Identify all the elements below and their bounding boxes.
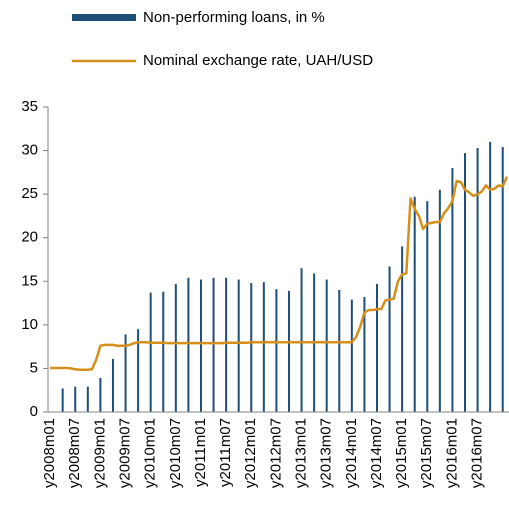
x-tick-label: y2009m07 — [117, 418, 134, 488]
y-tick-label: 0 — [30, 403, 38, 420]
bar — [275, 289, 278, 412]
bar — [451, 168, 454, 412]
bar — [99, 378, 102, 412]
x-tick-label: y2013m07 — [318, 418, 335, 488]
bar — [300, 268, 303, 412]
bar — [463, 153, 466, 412]
bar — [74, 386, 77, 412]
bar — [476, 147, 479, 412]
bar — [363, 296, 366, 412]
x-tick-label: y2008m07 — [66, 418, 83, 488]
x-tick-label: y2008m01 — [41, 418, 58, 488]
bar — [111, 358, 114, 412]
bar — [149, 292, 152, 412]
bar — [438, 189, 441, 412]
bar — [501, 147, 504, 413]
y-tick-label: 35 — [21, 98, 38, 115]
bar — [225, 277, 228, 412]
x-tick-label: y2011m07 — [217, 418, 234, 487]
x-tick-label: y2012m01 — [242, 418, 259, 488]
x-tick-label: y2013m01 — [293, 418, 310, 488]
legend-swatch — [72, 14, 136, 21]
bar — [237, 279, 240, 412]
x-tick-label: y2011m01 — [192, 418, 209, 487]
bar — [124, 334, 127, 412]
legend-label: Non-performing loans, in % — [143, 9, 325, 26]
bar — [388, 266, 391, 412]
y-tick-label: 25 — [21, 185, 38, 202]
x-tick-label: y2010m07 — [167, 418, 184, 488]
bar — [61, 388, 64, 412]
y-tick-label: 5 — [30, 359, 38, 376]
bar — [426, 201, 429, 412]
x-tick-label: y2015m07 — [418, 418, 435, 488]
x-tick-label: y2009m01 — [91, 418, 108, 488]
x-tick-label: y2010m01 — [142, 418, 159, 488]
bar — [489, 141, 492, 412]
bar — [262, 282, 265, 412]
bar — [212, 277, 215, 412]
bar — [174, 283, 177, 412]
bar — [250, 283, 253, 412]
x-tick-label: y2015m01 — [393, 418, 410, 488]
x-tick-label: y2016m07 — [469, 418, 486, 488]
bar — [199, 279, 202, 412]
legend-label: Nominal exchange rate, UAH/USD — [143, 52, 373, 69]
x-tick-label: y2014m01 — [343, 418, 360, 488]
bar — [338, 290, 341, 412]
y-tick-label: 20 — [21, 229, 38, 246]
bar — [137, 329, 140, 412]
bar — [350, 299, 353, 412]
bar — [375, 283, 378, 412]
bar — [413, 196, 416, 412]
bar — [325, 279, 328, 412]
x-tick-label: y2012m07 — [267, 418, 284, 488]
x-tick-label: y2014m07 — [368, 418, 385, 488]
x-tick-label: y2016m01 — [443, 418, 460, 488]
line — [50, 176, 509, 371]
bar — [162, 291, 165, 412]
bar — [287, 290, 290, 412]
y-tick-label: 30 — [21, 142, 38, 159]
bar — [401, 246, 404, 412]
y-tick-label: 15 — [21, 272, 38, 289]
bar — [86, 386, 89, 412]
y-tick-label: 10 — [21, 316, 38, 333]
bar — [187, 277, 190, 412]
